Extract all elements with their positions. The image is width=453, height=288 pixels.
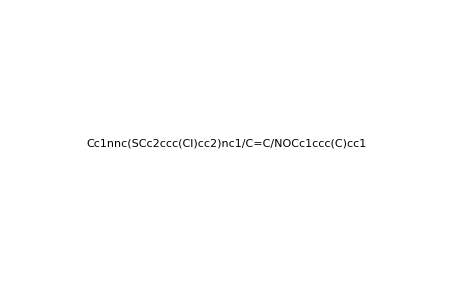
Text: Cc1nnc(SCc2ccc(Cl)cc2)nc1/C=C/NOCc1ccc(C)cc1: Cc1nnc(SCc2ccc(Cl)cc2)nc1/C=C/NOCc1ccc(C… bbox=[87, 139, 366, 149]
